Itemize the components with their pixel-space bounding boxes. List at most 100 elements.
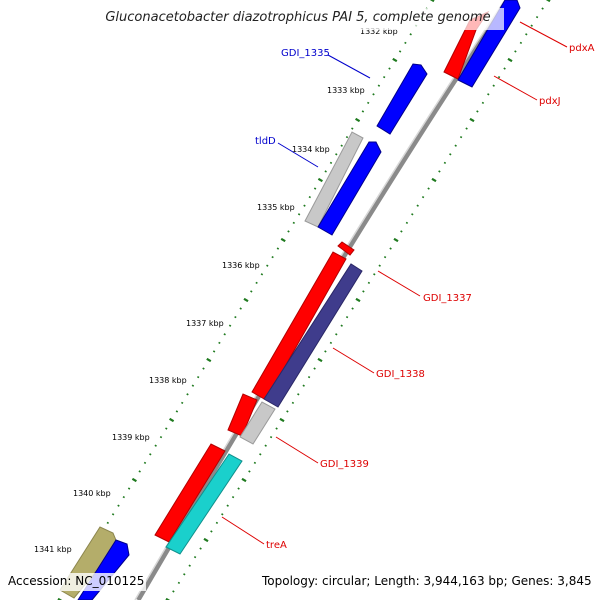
tick-mark bbox=[228, 324, 232, 327]
gene-treA-arrow[interactable] bbox=[154, 443, 226, 543]
tick-mark bbox=[218, 341, 221, 344]
tick-mark bbox=[487, 93, 490, 96]
tick-mark bbox=[449, 153, 452, 156]
tick-mark bbox=[264, 444, 267, 447]
tick-mark bbox=[221, 513, 224, 516]
kbp-tick-marks bbox=[57, 0, 551, 600]
gene-tldD-arrow[interactable] bbox=[304, 131, 364, 228]
tick-mark bbox=[367, 101, 370, 104]
tick-mark bbox=[459, 136, 463, 139]
gene-GDI_1338-navy-arrow[interactable] bbox=[263, 263, 363, 408]
tick-mark bbox=[404, 41, 407, 44]
tick-mark bbox=[302, 384, 305, 387]
tick-mark bbox=[159, 436, 163, 439]
kbp-label-1341: 1341 kbp bbox=[34, 545, 72, 554]
gene-label-GDI_1337[interactable]: GDI_1337 bbox=[423, 293, 472, 304]
tick-mark bbox=[351, 127, 354, 130]
callout-pdxJ bbox=[493, 75, 538, 101]
tick-mark bbox=[241, 477, 247, 483]
genome-title: Gluconacetobacter diazotrophicus PAI 5, … bbox=[105, 10, 491, 25]
tick-mark bbox=[188, 564, 191, 567]
tick-mark bbox=[345, 136, 349, 139]
tick-mark bbox=[351, 307, 354, 310]
tick-mark bbox=[427, 187, 430, 190]
tick-mark bbox=[409, 33, 412, 36]
tick-mark bbox=[454, 144, 457, 147]
tick-mark bbox=[503, 67, 506, 70]
tick-mark bbox=[248, 470, 251, 473]
tick-mark bbox=[239, 307, 242, 310]
tick-mark bbox=[313, 367, 316, 370]
gene-label-GDI_1335[interactable]: GDI_1335 bbox=[281, 48, 330, 59]
tick-mark bbox=[183, 573, 186, 576]
kbp-label-1336: 1336 kbp bbox=[222, 261, 260, 270]
tick-mark bbox=[276, 247, 280, 250]
kbp-label-1338: 1338 kbp bbox=[149, 376, 187, 385]
callout-GDI_1337 bbox=[377, 270, 421, 297]
tick-mark bbox=[280, 237, 286, 243]
tick-mark bbox=[169, 417, 175, 423]
tick-mark bbox=[416, 204, 419, 207]
tick-mark bbox=[223, 333, 226, 336]
gene-treA-cyan-arrow[interactable] bbox=[165, 453, 243, 555]
tick-mark bbox=[519, 41, 523, 44]
gene-label-pdxA[interactable]: pdxA bbox=[569, 43, 595, 54]
accession-bg bbox=[6, 573, 146, 591]
tick-mark bbox=[175, 410, 179, 413]
summary-bg bbox=[258, 573, 596, 591]
tick-mark bbox=[307, 376, 311, 379]
kbp-label-1340: 1340 kbp bbox=[73, 489, 111, 498]
gene-GDI_1335-arrow[interactable] bbox=[376, 63, 428, 135]
tick-mark bbox=[57, 597, 63, 600]
tick-mark bbox=[165, 427, 168, 430]
tick-mark bbox=[421, 196, 425, 199]
tick-mark bbox=[203, 537, 209, 543]
kbp-label-1337: 1337 kbp bbox=[186, 319, 224, 328]
tick-mark bbox=[138, 470, 141, 473]
callout-treA bbox=[221, 516, 265, 545]
gene-tldD-blue-arrow[interactable] bbox=[317, 141, 382, 236]
kbp-label-1332: 1332 kbp bbox=[360, 27, 398, 36]
tick-mark bbox=[355, 117, 361, 123]
tick-mark bbox=[234, 316, 237, 319]
tick-mark bbox=[206, 357, 212, 363]
tick-mark bbox=[378, 264, 381, 267]
gene-GDI_1339-arrow[interactable] bbox=[227, 393, 258, 437]
tick-mark bbox=[514, 50, 517, 53]
gene-GDI_1339-gray-arrow[interactable] bbox=[239, 401, 276, 445]
gene-label-tldD[interactable]: tldD bbox=[255, 136, 276, 147]
tick-mark bbox=[438, 170, 441, 173]
summary-text: Topology: circular; Length: 3,944,163 bp… bbox=[262, 574, 592, 588]
tick-mark bbox=[398, 50, 402, 53]
tick-mark bbox=[243, 297, 249, 303]
title-box: Gluconacetobacter diazotrophicus PAI 5, … bbox=[92, 8, 504, 30]
tick-mark bbox=[260, 273, 264, 276]
gene-GDI_1338-arrow[interactable] bbox=[251, 251, 347, 401]
tick-mark bbox=[172, 590, 175, 593]
gene-label-GDI_1339[interactable]: GDI_1339 bbox=[320, 459, 369, 470]
tick-mark bbox=[530, 24, 533, 27]
tick-mark bbox=[383, 76, 386, 79]
tick-mark bbox=[411, 213, 414, 216]
tick-mark bbox=[507, 57, 513, 63]
tick-mark bbox=[392, 57, 398, 63]
tick-mark bbox=[186, 393, 189, 396]
tick-mark bbox=[237, 487, 240, 490]
gene-GDI_1337-small-arrow[interactable] bbox=[337, 241, 355, 256]
accession-text: Accession: NC_010125 bbox=[8, 574, 145, 588]
tick-mark bbox=[345, 316, 349, 319]
tick-mark bbox=[545, 0, 551, 3]
gene-label-pdxJ[interactable]: pdxJ bbox=[539, 96, 561, 107]
gene-label-GDI_1338[interactable]: GDI_1338 bbox=[376, 369, 425, 380]
tick-mark bbox=[388, 67, 391, 70]
tick-mark bbox=[340, 144, 343, 147]
tick-mark bbox=[535, 16, 539, 19]
tick-mark bbox=[373, 273, 376, 276]
tick-mark bbox=[250, 290, 253, 293]
gene-label-treA[interactable]: treA bbox=[266, 540, 287, 551]
tick-mark bbox=[361, 110, 365, 113]
tick-mark bbox=[231, 496, 235, 499]
tick-mark bbox=[266, 264, 269, 267]
tick-mark bbox=[269, 436, 273, 439]
tick-mark bbox=[191, 384, 195, 387]
